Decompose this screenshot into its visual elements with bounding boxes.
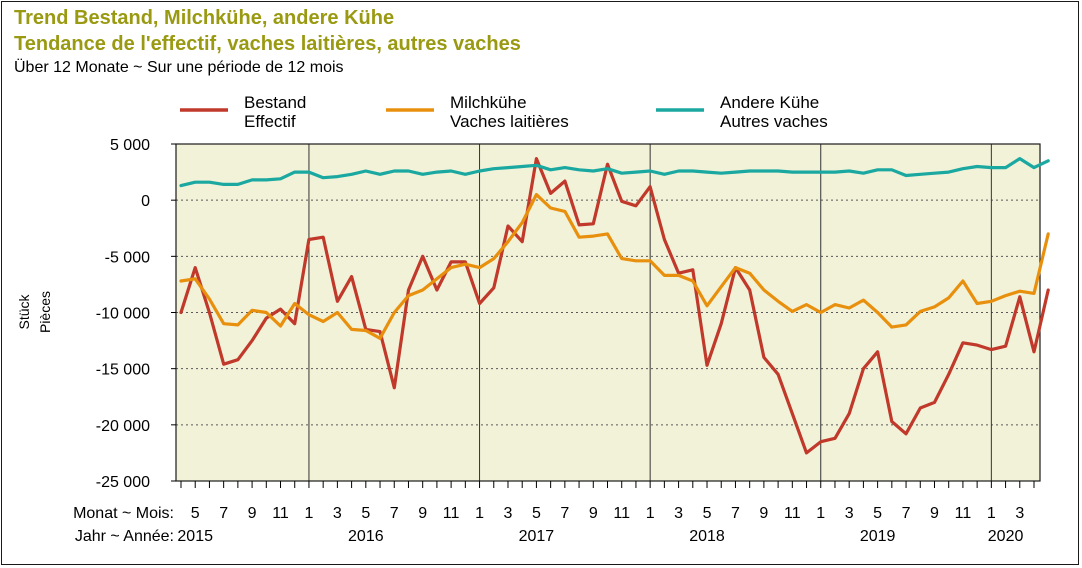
y-tick-label: -10 000 [96, 306, 150, 323]
x-month-label: 5 [703, 505, 712, 522]
x-month-label: 11 [443, 505, 460, 522]
y-tick-label: -5 000 [105, 249, 150, 266]
x-month-label: 5 [873, 505, 882, 522]
bestand-line [179, 157, 1050, 455]
x-month-label: 3 [845, 505, 854, 522]
x-month-label: 11 [272, 505, 289, 522]
y-tick-label: -20 000 [96, 418, 150, 435]
milchk-he-line [179, 193, 1050, 340]
x-year-label: 2017 [519, 528, 555, 545]
y-axis-label-de: Stück [16, 293, 32, 329]
x-month-label: 1 [816, 505, 825, 522]
x-year-label: 2015 [177, 528, 213, 545]
x-month-label: 3 [504, 505, 513, 522]
chart-title-fr: Tendance de l'effectif, vaches laitières… [14, 33, 521, 55]
x-month-label: 7 [219, 505, 228, 522]
y-tick-label: -15 000 [96, 362, 150, 379]
legend-label-de-1: Bestand [244, 93, 306, 112]
x-year-label: 2018 [689, 528, 725, 545]
legend-label-fr-1: Effectif [244, 112, 296, 131]
x-month-label: 7 [560, 505, 569, 522]
legend-label-fr-3: Autres vaches [720, 112, 828, 131]
x-month-label: 1 [646, 505, 655, 522]
x-month-label: 1 [304, 505, 313, 522]
y-tick-label: 0 [141, 193, 150, 210]
x-year-label: 2020 [988, 528, 1024, 545]
x-month-label: 1 [987, 505, 996, 522]
x-month-label: 11 [784, 505, 801, 522]
x-month-label: 11 [613, 505, 630, 522]
x-month-label: 5 [361, 505, 370, 522]
x-month-label: 11 [955, 505, 972, 522]
legend-label-de-3: Andere Kühe [720, 93, 819, 112]
chart-subtitle: Über 12 Monate ~ Sur une période de 12 m… [14, 59, 344, 76]
x-year-row-label: Jahr ~ Année: [75, 528, 174, 545]
x-month-label: 7 [902, 505, 911, 522]
x-month-label: 7 [731, 505, 740, 522]
andere-k-he-line [179, 157, 1050, 188]
y-axis-label-fr: Pièces [37, 291, 53, 333]
y-tick-label: -25 000 [96, 474, 150, 491]
x-month-label: 1 [475, 505, 484, 522]
x-month-label: 9 [418, 505, 427, 522]
x-year-label: 2016 [348, 528, 384, 545]
x-month-label: 5 [191, 505, 200, 522]
x-month-label: 9 [589, 505, 598, 522]
legend-label-de-2: Milchkühe [450, 93, 527, 112]
x-month-label: 3 [674, 505, 683, 522]
x-month-label: 3 [1015, 505, 1024, 522]
legend-label-fr-2: Vaches laitières [450, 112, 569, 131]
x-month-label: 9 [759, 505, 768, 522]
x-month-label: 5 [532, 505, 541, 522]
chart-title-de: Trend Bestand, Milchkühe, andere Kühe [14, 7, 395, 29]
x-year-label: 2019 [860, 528, 896, 545]
x-month-label: 7 [390, 505, 399, 522]
x-month-label: 9 [248, 505, 257, 522]
x-month-row-label: Monat ~ Mois: [73, 505, 174, 522]
x-month-label: 9 [930, 505, 939, 522]
x-month-label: 3 [333, 505, 342, 522]
y-tick-label: 5 000 [110, 137, 150, 154]
